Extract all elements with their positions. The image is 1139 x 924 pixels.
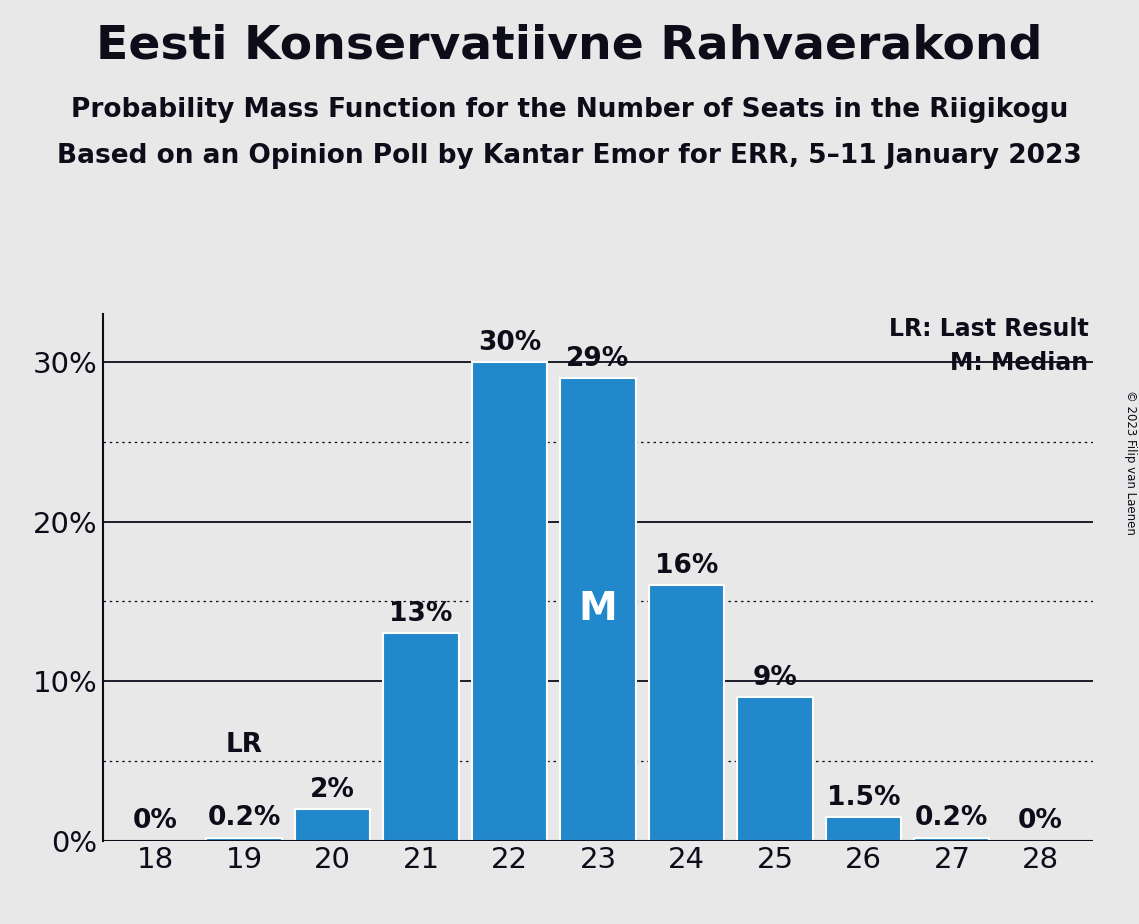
Text: Based on an Opinion Poll by Kantar Emor for ERR, 5–11 January 2023: Based on an Opinion Poll by Kantar Emor … (57, 143, 1082, 169)
Text: 1.5%: 1.5% (827, 784, 900, 810)
Bar (826, 817, 901, 841)
Text: 9%: 9% (753, 664, 797, 691)
Bar (384, 633, 459, 841)
Text: 0.2%: 0.2% (916, 805, 989, 832)
Bar (649, 586, 724, 841)
Bar (472, 362, 547, 841)
Text: 0.2%: 0.2% (207, 805, 280, 832)
Text: 0%: 0% (133, 808, 178, 834)
Text: M: M (579, 590, 617, 628)
Bar (560, 378, 636, 841)
Text: LR: Last Result: LR: Last Result (888, 317, 1089, 341)
Text: 30%: 30% (478, 330, 541, 356)
Text: 2%: 2% (310, 776, 355, 803)
Bar (737, 698, 812, 841)
Text: 0%: 0% (1018, 808, 1063, 834)
Bar (206, 838, 281, 841)
Text: 29%: 29% (566, 346, 630, 371)
Text: M: Median: M: Median (950, 351, 1089, 375)
Text: LR: LR (226, 732, 263, 758)
Text: 16%: 16% (655, 553, 718, 579)
Text: © 2023 Filip van Laenen: © 2023 Filip van Laenen (1124, 390, 1137, 534)
Text: 13%: 13% (390, 601, 452, 627)
Bar (295, 808, 370, 841)
Text: Eesti Konservatiivne Rahvaerakond: Eesti Konservatiivne Rahvaerakond (97, 23, 1042, 68)
Bar (915, 838, 990, 841)
Text: Probability Mass Function for the Number of Seats in the Riigikogu: Probability Mass Function for the Number… (71, 97, 1068, 123)
